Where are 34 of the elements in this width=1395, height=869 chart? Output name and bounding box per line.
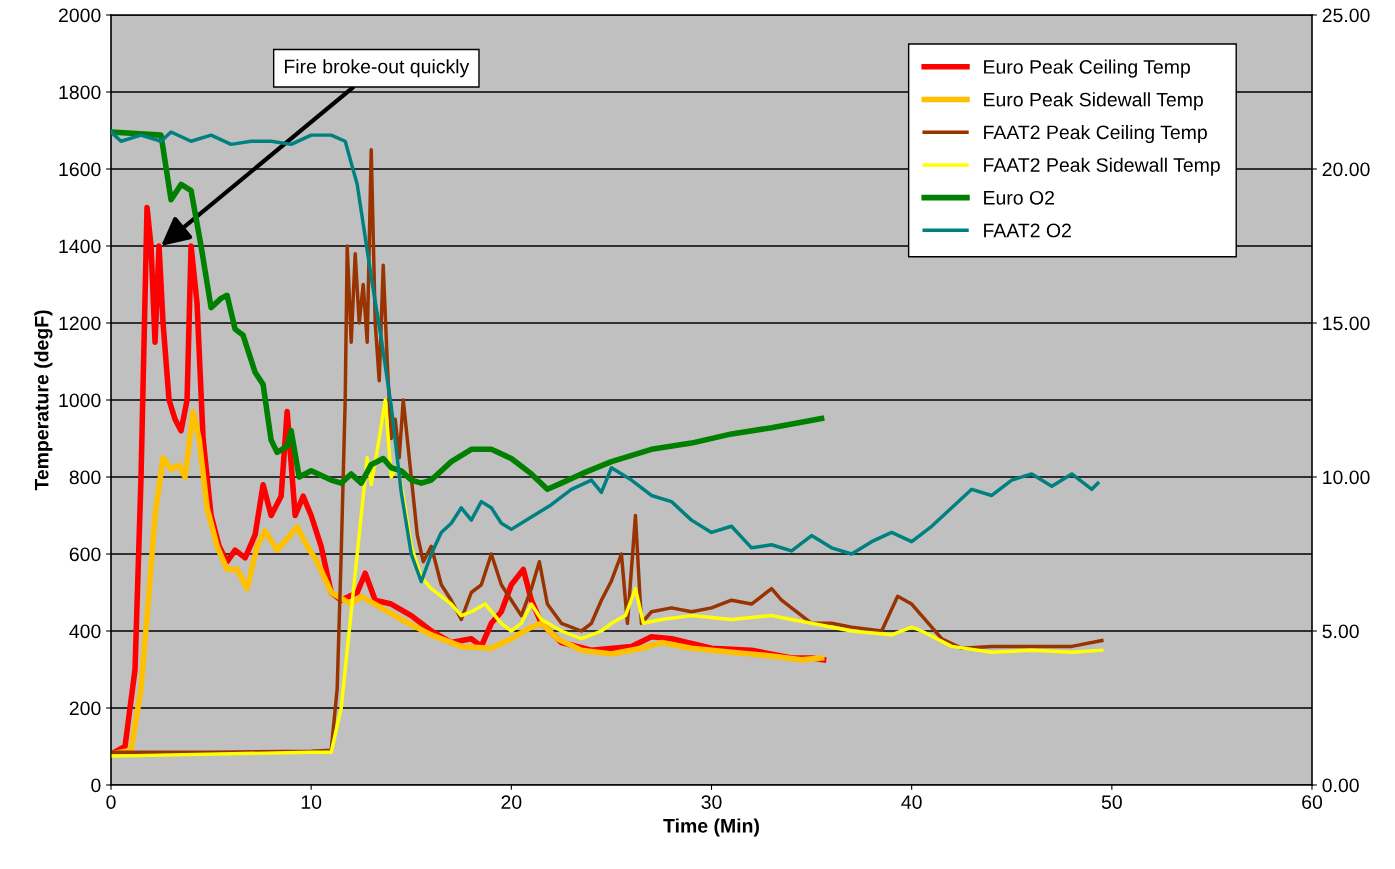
legend-label: FAAT2 O2 (984, 223, 1071, 238)
y-tick-label: 1200 (59, 316, 101, 331)
x-tick-label: 0 (106, 795, 116, 809)
y2-tick-label: 15.00 (1323, 316, 1370, 331)
y2-tick-label: 20.00 (1322, 162, 1370, 177)
x-tick-label: 20 (501, 795, 522, 809)
legend-label: FAAT2 Peak Ceiling Temp (984, 124, 1207, 144)
y-tick-label: 1600 (59, 162, 101, 177)
y-tick-label: 600 (69, 547, 101, 562)
x-tick-label: 50 (1101, 795, 1122, 809)
y-tick-label: 2000 (59, 8, 101, 23)
y-tick-label: 1000 (59, 393, 101, 408)
y2-tick-label: 0.00 (1322, 778, 1359, 793)
y-tick-label: 1400 (59, 239, 101, 254)
x-axis-title: Time (Min) (663, 818, 759, 837)
y2-tick-label: 25.00 (1322, 8, 1370, 23)
legend-label: Euro O2 (984, 190, 1054, 205)
x-tick-label: 60 (1302, 795, 1323, 809)
legend-label: Euro Peak Ceiling Temp (984, 59, 1190, 78)
line-series (111, 398, 1104, 758)
x-tick-label: 30 (701, 795, 722, 809)
y-axis-title: Temperature (degF) (34, 310, 53, 491)
y-tick-label: 400 (69, 624, 101, 639)
y-tick-label: 200 (69, 701, 101, 716)
x-tick-label: 40 (901, 795, 922, 809)
x-tick-label: 10 (301, 795, 322, 809)
y2-tick-label: 5.00 (1322, 624, 1359, 639)
y-tick-label: 0 (91, 778, 101, 793)
y-tick-label: 1800 (59, 85, 101, 100)
legend-label: Euro Peak Sidewall Temp (984, 92, 1203, 111)
annotation: Fire broke-out quickly (284, 59, 470, 78)
legend-label: FAAT2 Peak Sidewall Temp (984, 157, 1220, 176)
y2-tick-label: 10.00 (1323, 470, 1370, 485)
y-tick-label: 800 (69, 470, 101, 485)
